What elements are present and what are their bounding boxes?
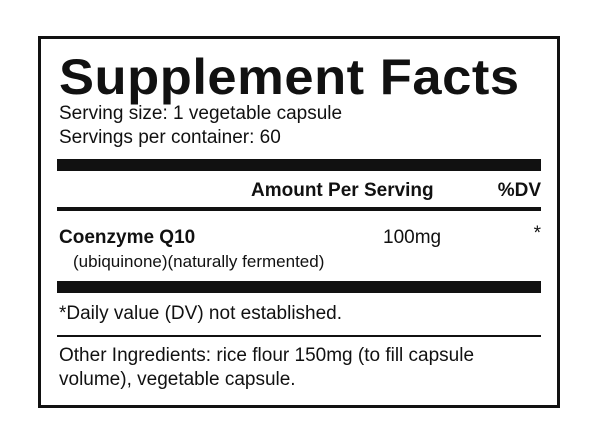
- serving-size: Serving size: 1 vegetable capsule: [59, 103, 343, 124]
- amount-header: Amount Per Serving: [251, 180, 434, 201]
- nutrient-dv: *: [533, 223, 541, 244]
- nutrient-amount: 100mg: [383, 227, 442, 248]
- supplement-facts-panel: Supplement Facts Serving size: 1 vegetab…: [38, 36, 560, 408]
- nutrient-subtitle: (ubiquinone)(naturally fermented): [73, 252, 325, 271]
- thick-divider: [57, 281, 541, 293]
- dv-header: %DV: [497, 180, 541, 201]
- other-ingredients-line2: volume), vegetable capsule.: [59, 369, 296, 390]
- other-ingredients-line1: Other Ingredients: rice flour 150mg (to …: [59, 345, 475, 366]
- servings-per-container: Servings per container: 60: [59, 127, 281, 148]
- nutrient-name: Coenzyme Q10: [59, 227, 196, 248]
- thin-divider: [57, 335, 541, 337]
- thick-divider: [57, 159, 541, 171]
- divider: [57, 207, 541, 211]
- footnote: *Daily value (DV) not established.: [59, 303, 343, 324]
- panel-title: Supplement Facts: [59, 49, 520, 105]
